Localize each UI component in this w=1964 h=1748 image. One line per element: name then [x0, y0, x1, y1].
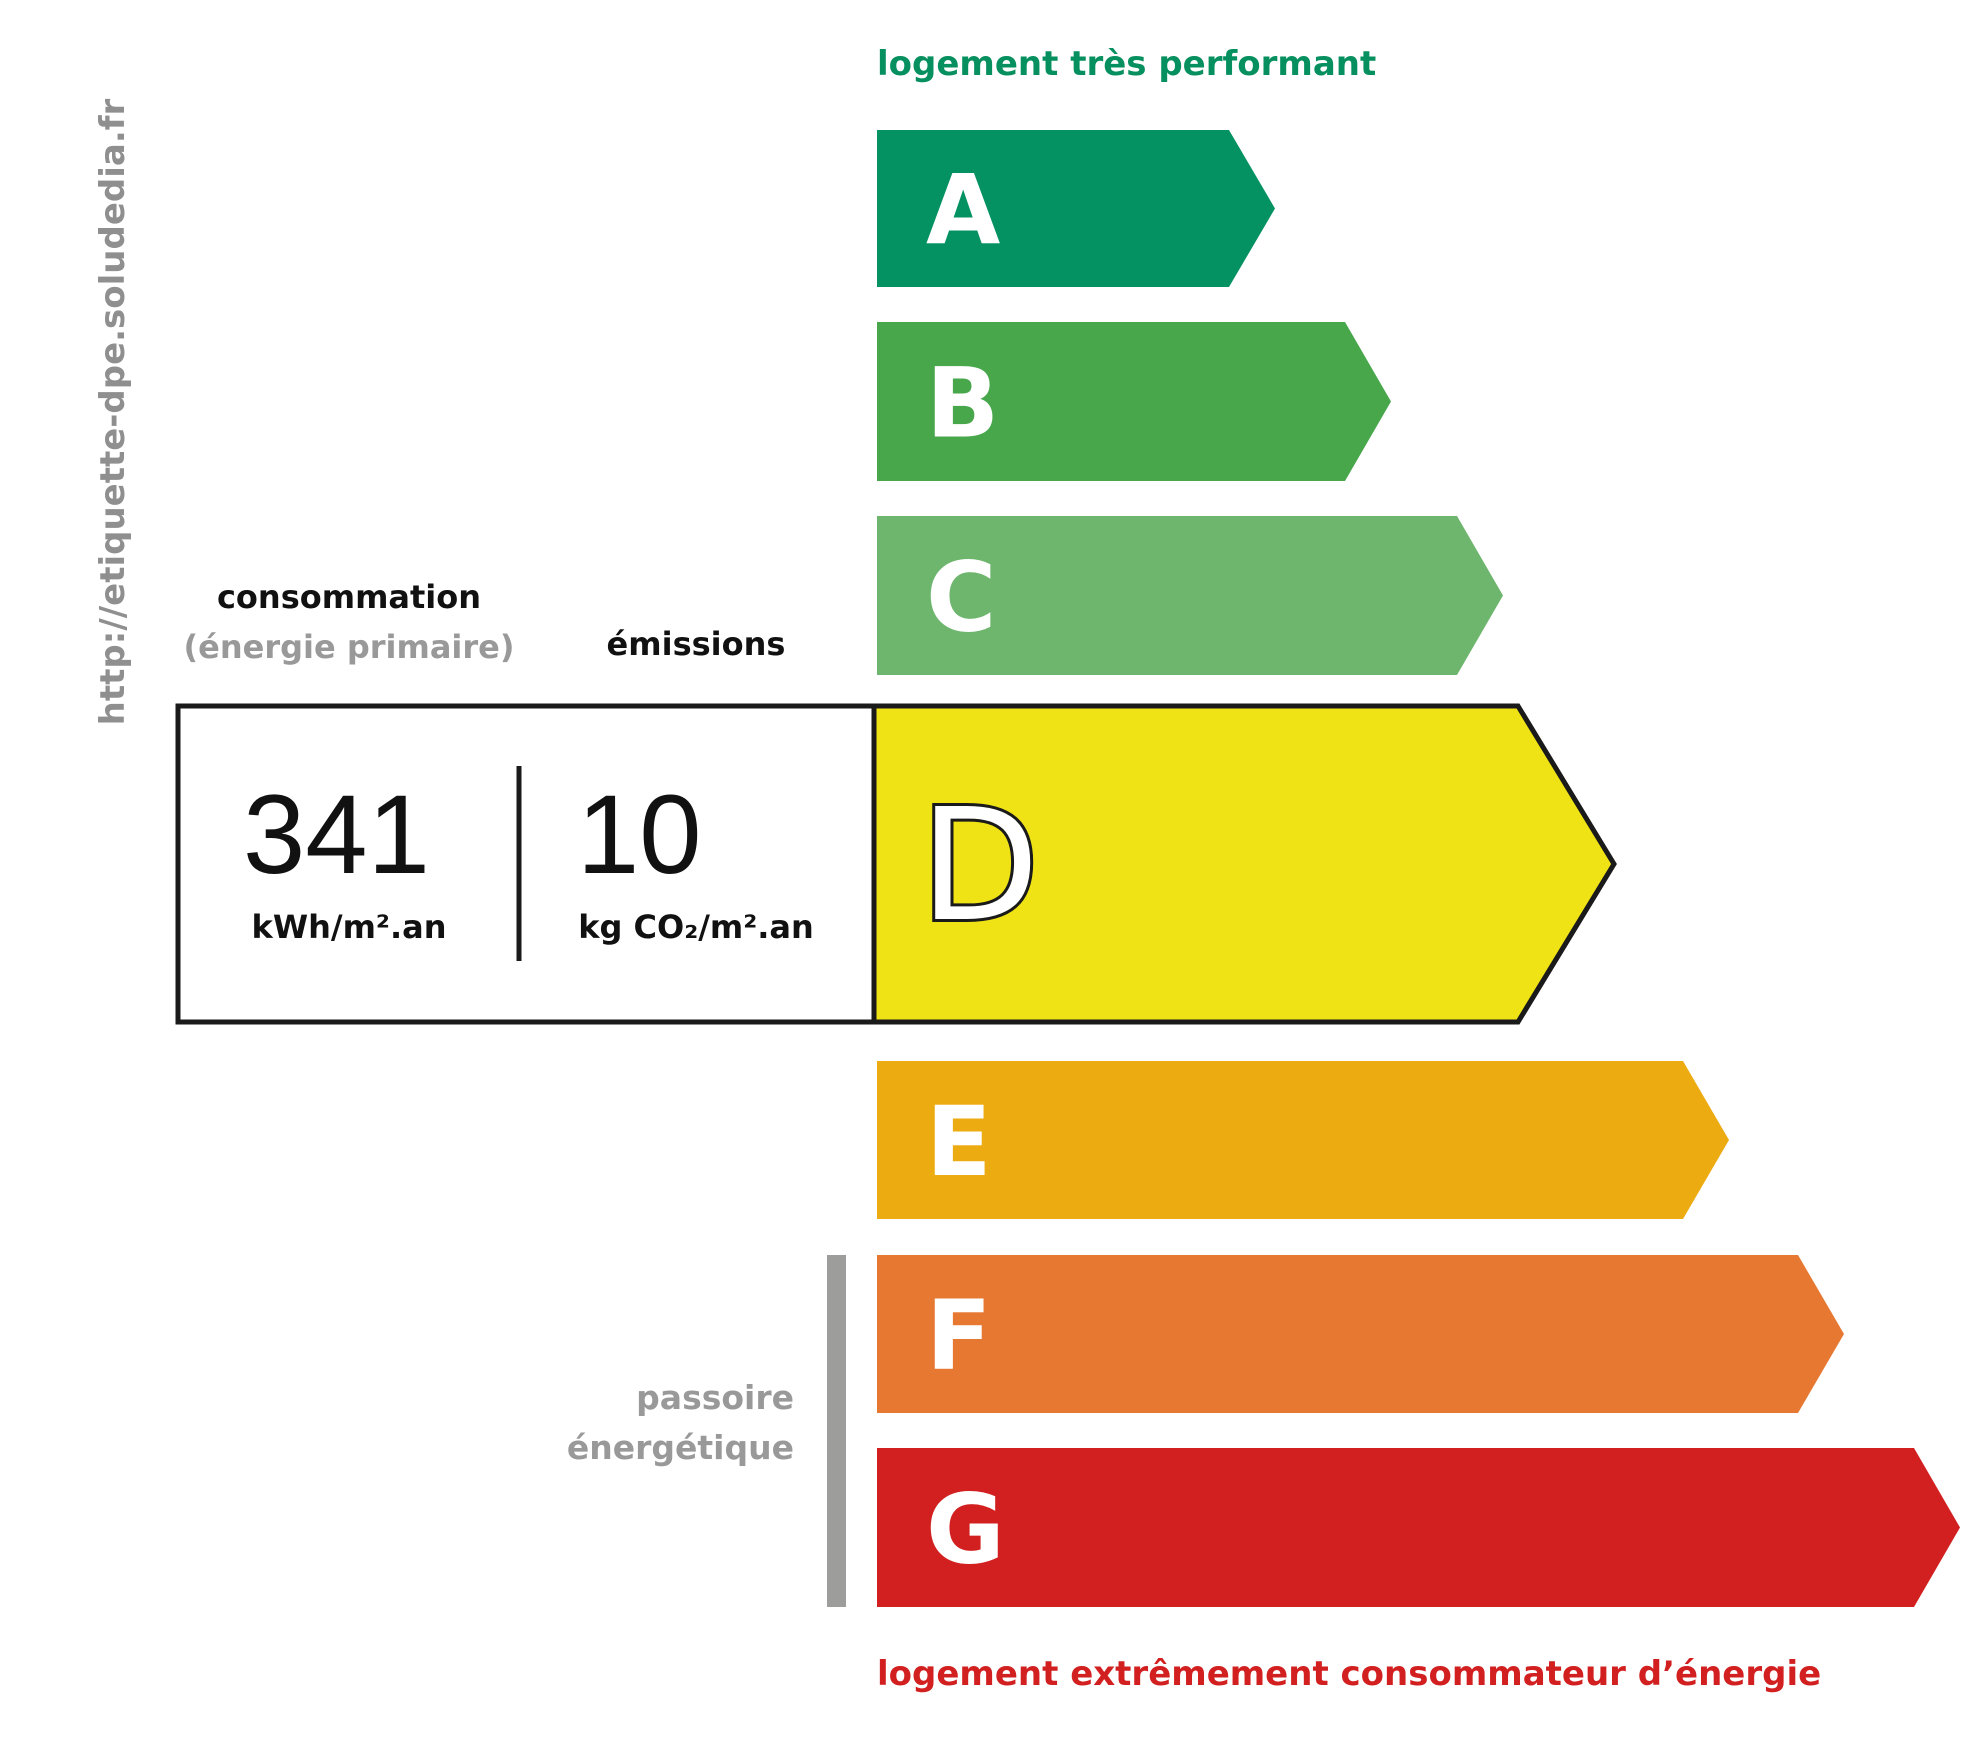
top-label: logement très performant — [877, 44, 1377, 84]
energy-class-bar-g — [877, 1448, 1960, 1607]
energy-class-letter-b: B — [926, 348, 999, 460]
energy-class-bar-a — [877, 130, 1275, 287]
energy-class-letter-c: C — [926, 542, 996, 654]
energy-class-bar-c — [877, 516, 1503, 675]
energy-class-letter-a: A — [926, 155, 1000, 267]
consumption-sublabel: (énergie primaire) — [183, 628, 515, 666]
energy-class-letter-g: G — [926, 1474, 1005, 1586]
consumption-unit: kWh/m².an — [251, 908, 447, 946]
emissions-unit: kg CO₂/m².an — [578, 908, 814, 946]
consumption-label: consommation — [216, 578, 482, 616]
energy-class-bar-d — [871, 703, 1617, 1025]
energy-class-letter-e: E — [926, 1086, 992, 1198]
emissions-value: 10 — [577, 772, 702, 897]
passoire-label-line1: passoire — [636, 1378, 794, 1417]
energy-class-letter-d: D — [920, 775, 1039, 956]
energy-class-bar-e — [877, 1061, 1729, 1219]
emissions-label: émissions — [606, 625, 786, 663]
energy-class-bar-b — [877, 322, 1391, 481]
bottom-label: logement extrêmement consommateur d’éner… — [877, 1654, 1822, 1694]
energy-class-bar-f — [877, 1255, 1844, 1413]
energy-class-letter-f: F — [926, 1280, 992, 1392]
passoire-bar — [827, 1255, 846, 1607]
consumption-value: 341 — [243, 772, 430, 897]
passoire-label-line2: énergétique — [566, 1428, 794, 1467]
